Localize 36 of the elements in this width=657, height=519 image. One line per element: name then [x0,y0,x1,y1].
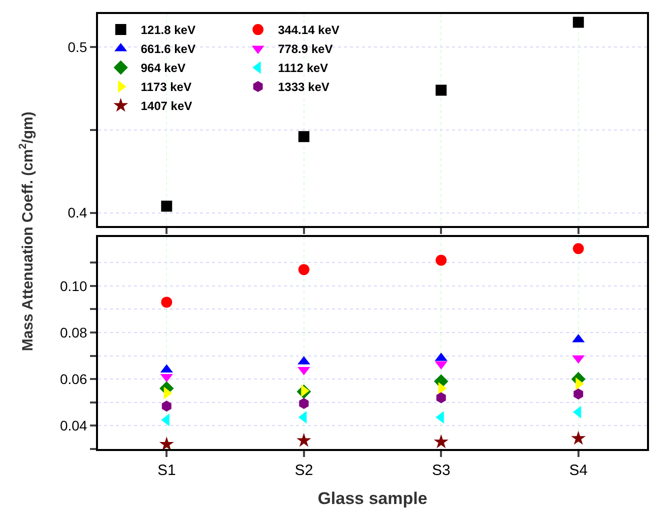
x-tick-label: S2 [294,462,314,479]
legend-label: 778.9 keV [278,42,333,56]
point [298,264,310,276]
point [299,398,309,410]
point [571,430,586,445]
point [296,432,312,447]
legend-label: 121.8 keV [140,23,196,38]
legend-label: 1407 keV [140,99,192,114]
y-tick-label: 0.5 [68,39,88,56]
x-tick-label: S4 [569,462,588,479]
y-tick-label: 0.08 [60,324,88,340]
x-tick-label: S3 [432,462,450,479]
y-tick-label: 0.06 [60,370,88,387]
legend-label: 1333 keV [278,80,330,94]
legend-label: 1173 keV [140,80,192,94]
point [572,16,584,28]
point [162,400,172,412]
point [436,392,446,404]
y-tick-label: 0.4 [68,204,88,221]
x-axis-title: Glass sample [318,488,428,508]
point [434,434,448,448]
y-tick-label: 0.04 [60,418,88,434]
legend-label: 344.14 keV [278,23,340,38]
point [159,436,174,451]
point [574,388,584,400]
point [572,243,584,254]
point [298,131,310,142]
x-tick-label: S1 [157,462,176,479]
point [436,84,447,96]
legend-label: 1112 keV [278,61,328,76]
y-tick-label: 0.10 [60,278,88,294]
point [436,254,447,266]
legend-label: 964 keV [140,61,186,76]
point [161,200,172,212]
point [161,296,172,308]
legend-label: 661.6 keV [140,42,196,56]
